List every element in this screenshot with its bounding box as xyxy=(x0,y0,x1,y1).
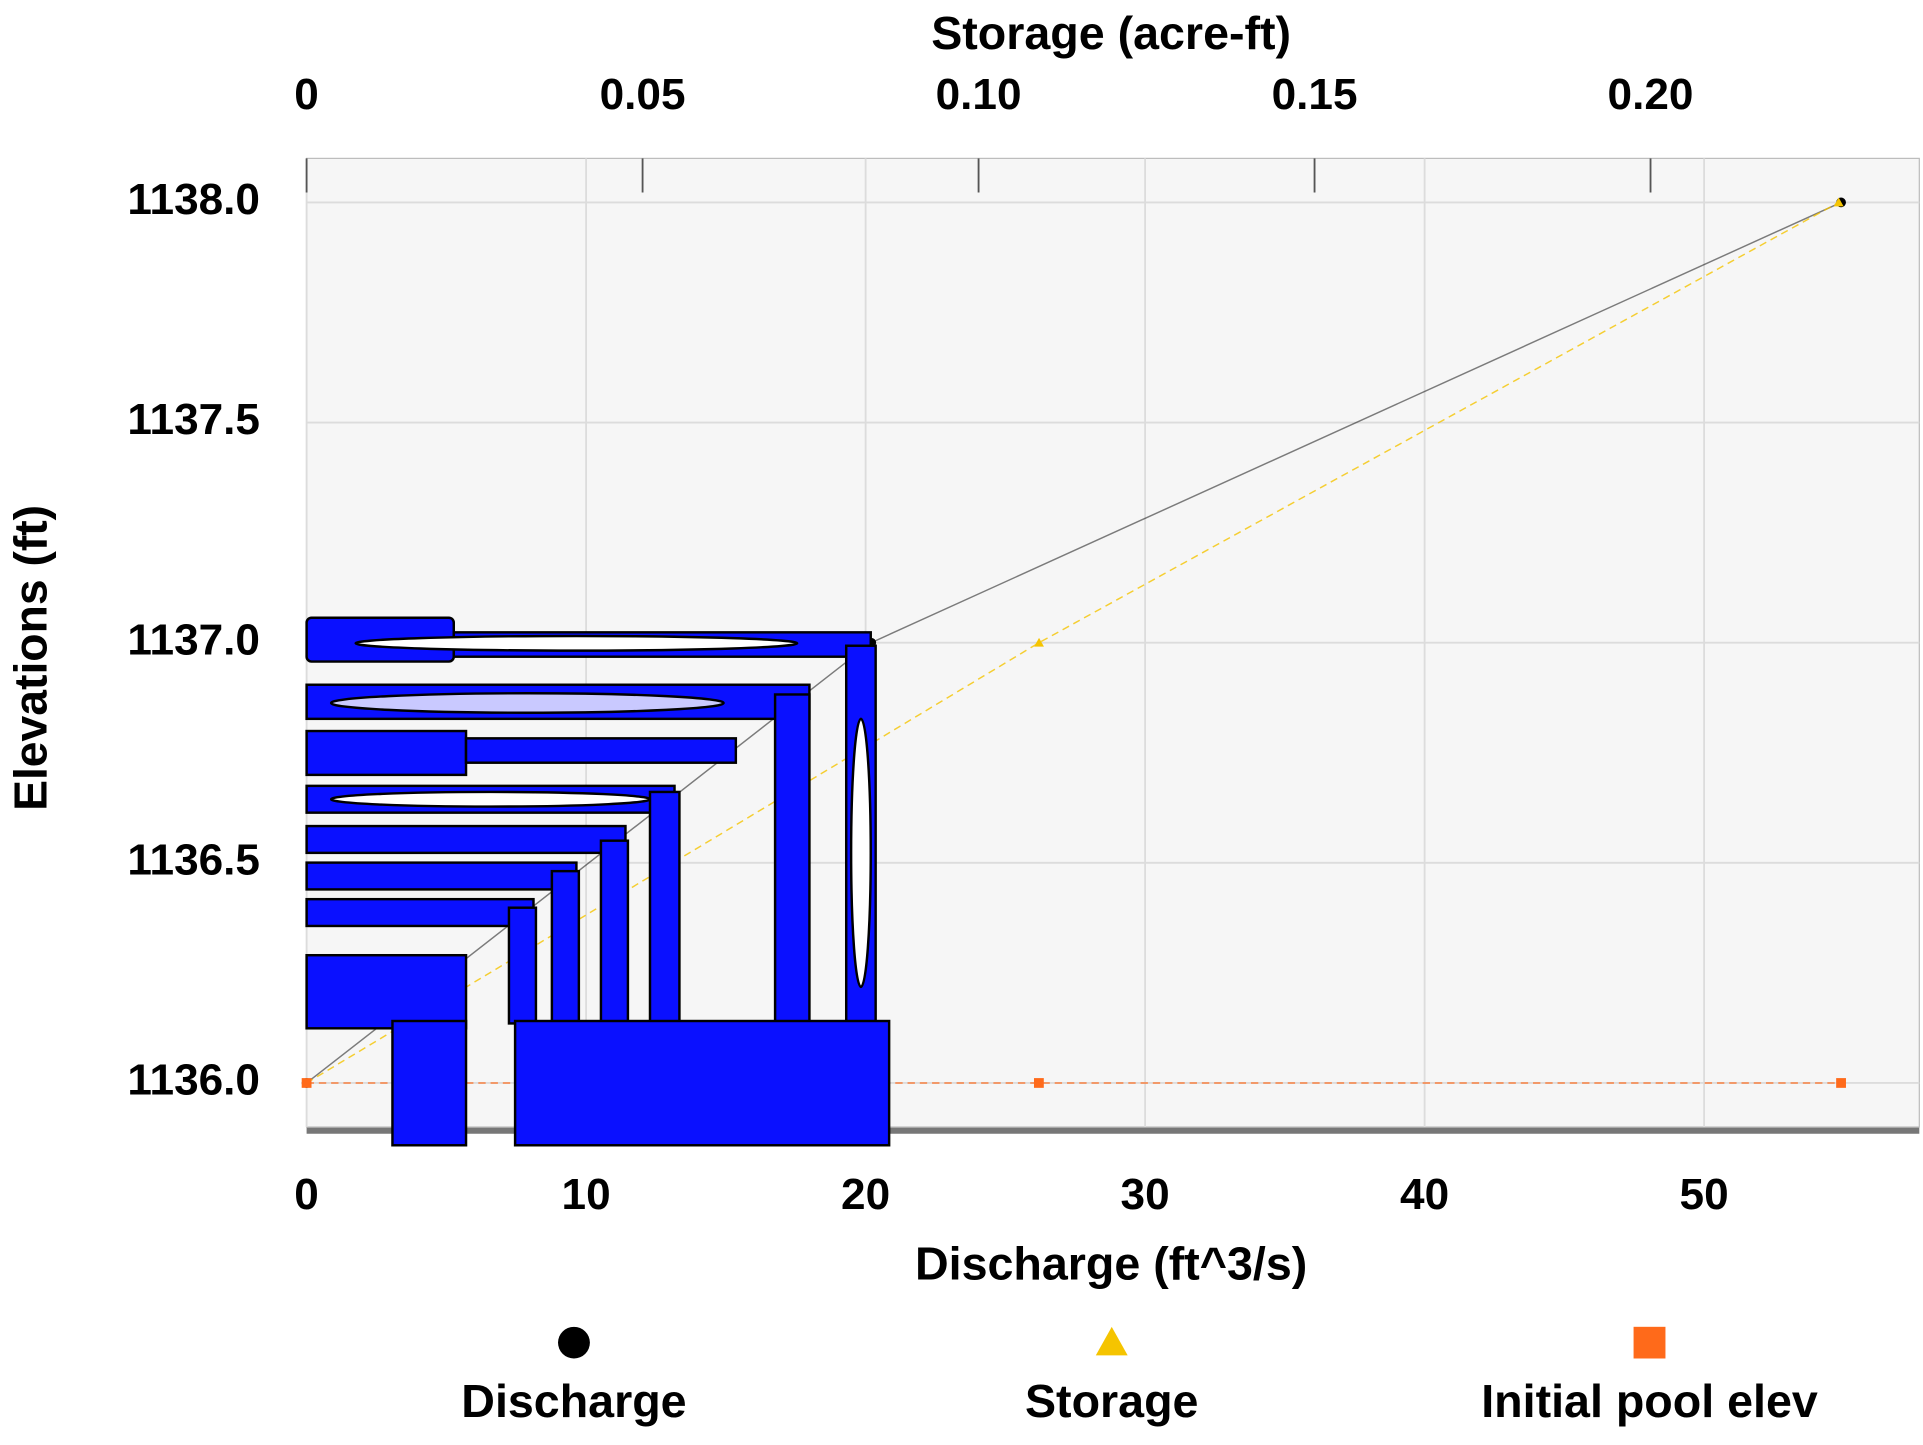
x-tick-label: 50 xyxy=(1680,1170,1729,1219)
tooltip xyxy=(354,634,799,652)
x2-tick-label: 0.15 xyxy=(1272,70,1358,119)
tooltip xyxy=(464,737,738,764)
tooltip xyxy=(507,906,538,1025)
x-tick-label: 40 xyxy=(1400,1170,1449,1219)
tooltip xyxy=(550,869,581,1025)
legend-marker xyxy=(1633,1326,1666,1359)
x2-tick-label: 0.20 xyxy=(1608,70,1694,119)
tooltip xyxy=(648,790,681,1025)
tooltip xyxy=(305,824,627,855)
tooltip xyxy=(599,839,630,1025)
x-tick-label: 10 xyxy=(562,1170,611,1219)
tooltip-overlay xyxy=(305,616,891,1147)
x-axis-title: Discharge (ft^3/s) xyxy=(915,1237,1307,1289)
tooltip xyxy=(305,953,468,1030)
y-tick-label: 1137.5 xyxy=(127,395,260,444)
point xyxy=(1836,1078,1846,1088)
x-tick-label: 0 xyxy=(294,1170,319,1219)
legend: Discharge Storage Initial pool elev xyxy=(461,1326,1818,1427)
tooltip xyxy=(305,861,578,891)
point xyxy=(1833,197,1844,207)
y-tick-label: 1136.5 xyxy=(127,836,260,885)
x2-axis-title: Storage (acre-ft) xyxy=(931,7,1291,59)
y-tick-label: 1138.0 xyxy=(127,175,260,224)
y-axis-title: Elevations (ft) xyxy=(5,505,57,811)
x-tick-label: 30 xyxy=(1121,1170,1170,1219)
legend-marker xyxy=(558,1326,590,1359)
y-tick-label: 1136.0 xyxy=(127,1056,260,1105)
point xyxy=(301,1078,312,1088)
tooltip xyxy=(329,790,652,808)
legend-label: Discharge xyxy=(461,1375,686,1427)
x-tick-label: 20 xyxy=(841,1170,890,1219)
tooltip xyxy=(849,717,872,989)
tooltip xyxy=(773,693,811,1025)
tooltip xyxy=(305,897,535,928)
x2-tick-label: 0 xyxy=(294,70,319,119)
legend-marker xyxy=(1095,1326,1128,1356)
x2-tick-label: 0.05 xyxy=(600,70,686,119)
legend-label: Storage xyxy=(1025,1375,1198,1427)
tooltip xyxy=(305,729,468,777)
legend-label: Initial pool elev xyxy=(1481,1375,1818,1427)
x2-tick-label: 0.10 xyxy=(936,70,1022,119)
tooltip xyxy=(329,692,725,714)
y-tick-label: 1137.0 xyxy=(127,615,260,664)
point xyxy=(1034,637,1044,647)
tooltip xyxy=(391,1019,468,1147)
point xyxy=(1033,1078,1044,1088)
tooltip xyxy=(513,1019,891,1147)
